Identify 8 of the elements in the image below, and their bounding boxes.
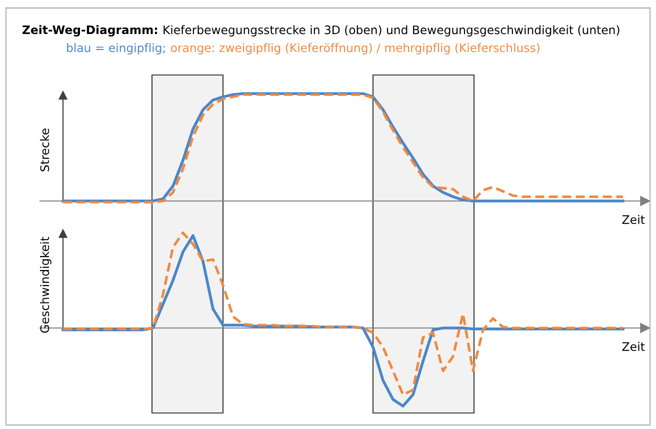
y-axis-title: Geschwindigkeit xyxy=(40,236,52,333)
x-axis-title: Zeit xyxy=(622,342,645,352)
text: blau = eingipflig; xyxy=(67,43,165,54)
y-axis-title: Strecke xyxy=(40,128,50,172)
chart-title: Zeit-Weg-Diagramm: xyxy=(22,25,158,37)
chart-subtitle: Kieferbewegungsstrecke in 3D (oben) und Bewegungsgeschwindigkeit (unten) xyxy=(164,25,620,37)
x-axis-title: Zeit xyxy=(622,214,645,224)
text: orange: zweigipflig (Kieferöffnung) / mehrgipflig (Kieferschluss) xyxy=(170,43,540,54)
